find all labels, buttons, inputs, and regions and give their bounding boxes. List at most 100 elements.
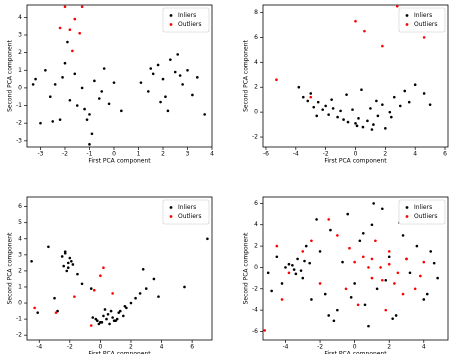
x-tick-label: 6 <box>190 344 194 351</box>
point <box>372 123 375 126</box>
legend-label: Inliers <box>414 204 432 211</box>
point <box>425 292 429 296</box>
y-tick-label: -2 <box>16 120 22 127</box>
point <box>270 289 273 293</box>
axes-frame <box>26 196 213 341</box>
point <box>387 250 391 253</box>
x-tick-label: 0 <box>353 344 357 351</box>
point <box>413 287 417 291</box>
point <box>141 268 145 271</box>
point <box>428 103 432 106</box>
y-tick-label: 1 <box>18 283 22 290</box>
point <box>306 99 310 103</box>
point <box>53 296 56 300</box>
point <box>329 228 332 232</box>
y-axis-label: Second PCA component <box>243 39 250 111</box>
point <box>63 5 67 9</box>
point <box>263 329 267 332</box>
point <box>54 311 58 314</box>
point <box>375 99 378 103</box>
x-tick-label: -4 <box>282 344 288 351</box>
point <box>396 271 400 275</box>
point <box>432 261 436 265</box>
y-tick-label: -2 <box>252 285 258 292</box>
x-tick-label: 0 <box>112 151 116 158</box>
point <box>71 49 74 53</box>
point <box>363 29 366 33</box>
point <box>387 255 391 259</box>
point <box>88 113 91 116</box>
point <box>91 316 95 319</box>
point <box>73 72 77 76</box>
point <box>70 259 73 263</box>
point <box>108 322 111 326</box>
legend-marker <box>405 14 409 17</box>
point <box>312 105 316 109</box>
point <box>370 223 374 227</box>
point <box>99 321 102 324</box>
y-tick-label: 0 <box>254 109 258 116</box>
point <box>345 93 348 96</box>
point <box>310 298 313 301</box>
legend-label: Inliers <box>414 12 432 19</box>
point <box>33 306 36 310</box>
point <box>280 298 284 301</box>
point <box>58 118 62 121</box>
point <box>380 207 384 211</box>
point <box>361 125 365 129</box>
point <box>355 124 359 128</box>
point <box>309 95 313 99</box>
point <box>351 108 354 111</box>
point <box>318 250 322 253</box>
point <box>384 127 387 130</box>
point <box>123 304 127 308</box>
point <box>68 256 72 260</box>
axes-frame <box>262 196 449 341</box>
x-axis-label: First PCA component <box>88 351 151 354</box>
point <box>379 266 382 269</box>
point <box>294 272 298 276</box>
point <box>370 128 374 131</box>
point <box>381 103 384 106</box>
point <box>380 278 384 282</box>
point <box>363 303 367 307</box>
y-tick-label: -1 <box>16 316 22 323</box>
point <box>301 276 305 280</box>
point <box>97 97 101 100</box>
y-tick-label: 2 <box>18 49 22 56</box>
point <box>403 89 407 93</box>
y-tick-label: 4 <box>254 59 258 66</box>
y-tick-label: 0 <box>18 84 22 91</box>
point <box>354 122 357 125</box>
y-axis-label: Second PCA component <box>243 232 250 304</box>
point <box>105 317 108 321</box>
y-tick-label: 2 <box>254 84 258 91</box>
point <box>354 19 357 23</box>
point <box>361 255 365 259</box>
x-tick-label: 4 <box>422 344 426 351</box>
point <box>323 292 327 296</box>
point <box>301 95 305 99</box>
point <box>107 102 111 106</box>
point <box>93 79 96 83</box>
point <box>103 308 107 311</box>
x-tick-label: -2 <box>62 151 68 158</box>
point <box>419 274 422 278</box>
y-tick-label: -3 <box>16 137 22 144</box>
point <box>58 26 62 30</box>
point <box>115 317 119 321</box>
point <box>422 260 426 264</box>
point <box>429 250 433 253</box>
point <box>367 266 370 269</box>
point <box>374 239 377 243</box>
x-tick-label: 2 <box>161 151 165 158</box>
point <box>304 244 308 248</box>
point <box>78 31 81 35</box>
y-tick-label: 4 <box>18 235 22 242</box>
x-axis-label: First PCA component <box>324 158 387 165</box>
y-axis-label: Second PCA component <box>7 39 14 111</box>
point <box>191 93 194 97</box>
point <box>275 78 278 82</box>
point <box>393 282 396 285</box>
point <box>415 244 419 248</box>
